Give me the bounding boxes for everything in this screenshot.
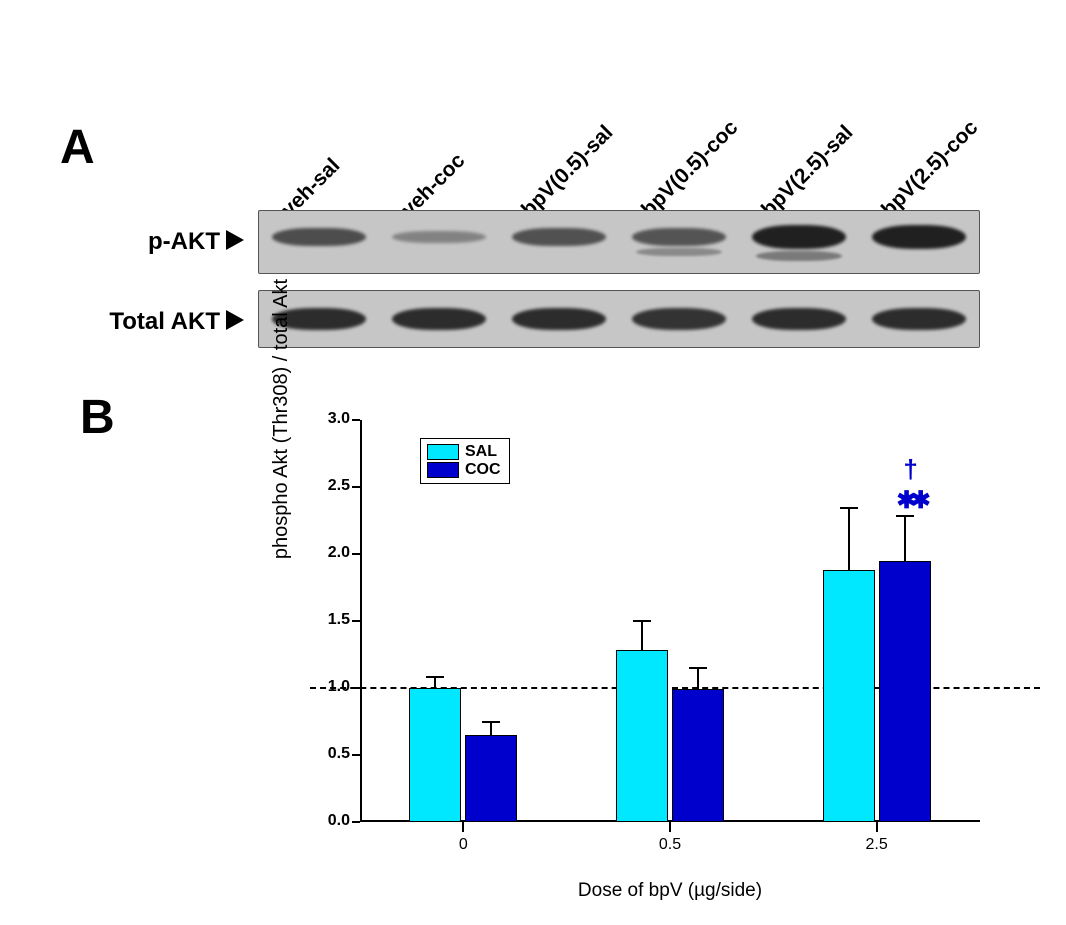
y-tick (352, 419, 360, 421)
error-bar-stem (697, 668, 699, 689)
error-bar-cap (426, 676, 444, 678)
y-tick (352, 553, 360, 555)
lane-label: bpV(2.5)-coc (877, 116, 983, 222)
error-bar-stem (490, 722, 492, 735)
significance-marker: † (873, 454, 949, 485)
chart-legend: SAL COC (420, 438, 510, 484)
error-bar-cap (840, 507, 858, 509)
row-label-pakt: p-AKT (100, 228, 220, 256)
bar (616, 650, 668, 822)
bar (823, 570, 875, 822)
error-bar-cap (633, 620, 651, 622)
error-bar-stem (434, 677, 436, 688)
legend-row-coc: COC (427, 461, 501, 479)
bar (409, 688, 461, 822)
y-tick (352, 620, 360, 622)
bar (672, 689, 724, 822)
y-tick (352, 754, 360, 756)
lane-label: bpV(0.5)-coc (637, 116, 743, 222)
y-tick-label: 0.5 (308, 745, 350, 763)
x-tick-label: 0.5 (640, 836, 700, 854)
error-bar-stem (641, 621, 643, 650)
x-axis-title: Dose of bpV (µg/side) (360, 880, 980, 902)
legend-swatch-coc (427, 462, 459, 478)
x-tick-label: 2.5 (847, 836, 907, 854)
x-tick-label: 0 (433, 836, 493, 854)
error-bar-stem (848, 508, 850, 570)
y-axis-title: phospho Akt (Thr308) / total Akt (270, 218, 293, 620)
page-root: A B veh-salveh-cocbpV(0.5)-salbpV(0.5)-c… (0, 0, 1066, 925)
lane-label: bpV(0.5)-sal (517, 121, 618, 222)
y-tick-label: 2.0 (308, 544, 350, 562)
error-bar-stem (904, 516, 906, 560)
significance-marker: ✱✱ (873, 486, 949, 515)
y-tick-label: 3.0 (308, 410, 350, 428)
y-tick (352, 486, 360, 488)
panel-letter-A: A (60, 120, 95, 175)
y-tick-label: 1.5 (308, 611, 350, 629)
legend-swatch-sal (427, 444, 459, 460)
arrow-icon (226, 310, 244, 330)
error-bar-cap (896, 515, 914, 517)
error-bar-cap (482, 721, 500, 723)
arrow-icon (226, 230, 244, 250)
legend-label-sal: SAL (465, 443, 497, 461)
legend-row-sal: SAL (427, 443, 501, 461)
error-bar-cap (689, 667, 707, 669)
panel-letter-B: B (80, 390, 115, 445)
y-axis (360, 420, 362, 822)
row-label-total-akt: Total AKT (70, 308, 220, 336)
bar (465, 735, 517, 822)
lane-label: bpV(2.5)-sal (757, 121, 858, 222)
legend-label-coc: COC (465, 461, 501, 479)
x-tick (462, 822, 464, 832)
blot-strip-total-akt (258, 290, 980, 348)
blot-strip-pakt (258, 210, 980, 274)
x-tick (669, 822, 671, 832)
x-tick (876, 822, 878, 832)
bar (879, 561, 931, 822)
y-tick (352, 821, 360, 823)
y-tick-label: 0.0 (308, 812, 350, 830)
y-tick-label: 2.5 (308, 477, 350, 495)
